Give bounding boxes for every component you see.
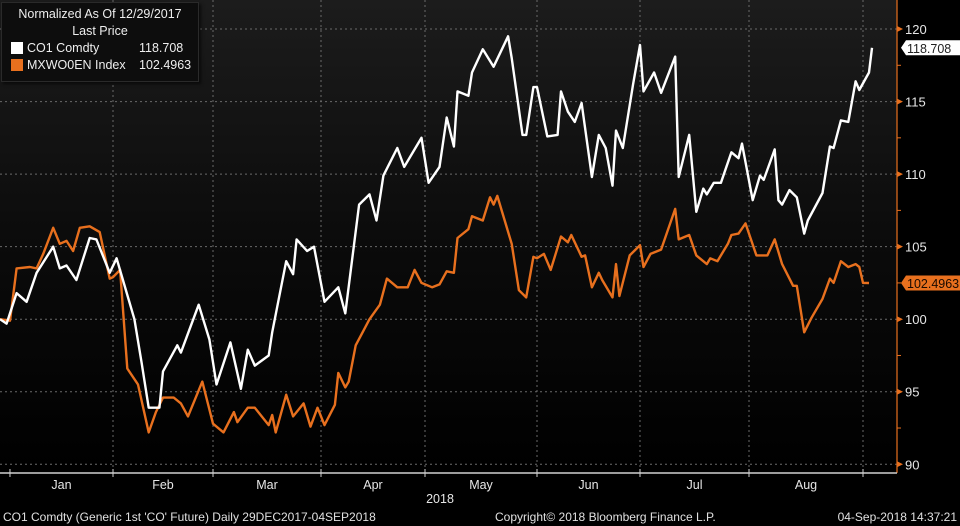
y-tick xyxy=(897,98,903,105)
x-tick-label-jun: Jun xyxy=(578,478,598,492)
legend-swatch-orange xyxy=(11,58,23,71)
y-tick-label: 110 xyxy=(905,167,926,182)
y-tick-label: 115 xyxy=(905,95,926,110)
x-tick-label-feb: Feb xyxy=(152,478,174,492)
axis-labels: 90 95 100 105 110 115 120 Jan Feb Mar Apr May Jun Jul… xyxy=(51,22,960,506)
y-tick-label: 90 xyxy=(905,457,919,472)
y-tick-label: 105 xyxy=(905,240,927,255)
legend-item-co1: CO1 Comdty 118.708 xyxy=(11,40,183,55)
y-tick xyxy=(897,26,903,33)
footer-timestamp: 04-Sep-2018 14:37:21 xyxy=(837,510,957,524)
legend-item-name: MXWO0EN Index xyxy=(27,57,126,72)
legend-item-value: 118.708 xyxy=(139,40,184,55)
x-axis-year-label: 2018 xyxy=(426,492,454,506)
y-tick xyxy=(897,171,903,178)
x-tick-label-apr: Apr xyxy=(363,478,382,492)
y-tick-label: 100 xyxy=(905,312,927,327)
last-value-badge xyxy=(901,40,960,56)
legend-title: Normalized As Of 12/29/2017 xyxy=(18,7,182,21)
last-value-label: 102.4963 xyxy=(907,277,959,291)
series-lines xyxy=(0,35,874,434)
y-tick xyxy=(897,316,903,323)
series-line-mxwo0en xyxy=(0,194,870,434)
series-line-co1 xyxy=(0,35,874,409)
x-tick-label-aug: Aug xyxy=(795,478,817,492)
legend-item-value: 102.4963 xyxy=(139,57,192,72)
x-tick-label-may: May xyxy=(469,478,493,492)
y-tick xyxy=(897,243,903,250)
axes xyxy=(0,0,903,477)
legend-item-mxwo0en: MXWO0EN Index 102.4963 xyxy=(11,57,191,72)
legend-swatch-white xyxy=(11,41,23,54)
last-value-label: 118.708 xyxy=(907,42,951,56)
x-tick-label-jul: Jul xyxy=(687,478,703,492)
legend-item-name: CO1 Comdty xyxy=(27,40,100,55)
y-tick-label: 120 xyxy=(905,22,927,37)
last-value-badge xyxy=(901,275,960,291)
y-tick xyxy=(897,461,903,468)
y-tick-label: 95 xyxy=(905,385,919,400)
legend-subtitle: Last Price xyxy=(72,24,128,38)
footer-security-description: CO1 Comdty (Generic 1st 'CO' Future) Dai… xyxy=(3,510,376,524)
y-tick xyxy=(897,388,903,395)
legend: Normalized As Of 12/29/2017 Last Price C… xyxy=(1,2,199,82)
x-tick-label-mar: Mar xyxy=(256,478,278,492)
footer-copyright: Copyright© 2018 Bloomberg Finance L.P. xyxy=(495,510,716,524)
x-tick-label-jan: Jan xyxy=(51,478,71,492)
